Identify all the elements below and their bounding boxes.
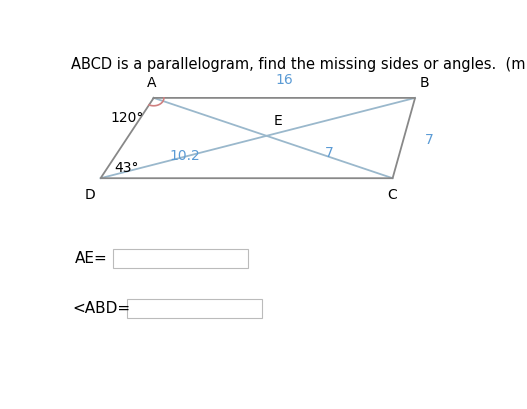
FancyBboxPatch shape <box>127 299 262 318</box>
Text: <ABD=: <ABD= <box>72 301 130 317</box>
Text: B: B <box>419 76 429 90</box>
Text: C: C <box>388 188 397 202</box>
Text: 7: 7 <box>325 146 334 160</box>
Text: ABCD is a parallelogram, find the missing sides or angles.  (m<A =120°): ABCD is a parallelogram, find the missin… <box>71 57 527 72</box>
Text: 16: 16 <box>276 73 293 87</box>
FancyBboxPatch shape <box>113 249 248 268</box>
Text: 7: 7 <box>425 133 434 147</box>
Text: AE=: AE= <box>75 251 108 266</box>
Text: 120°: 120° <box>110 111 143 126</box>
Text: D: D <box>84 188 95 202</box>
Text: E: E <box>274 115 282 128</box>
Text: 43°: 43° <box>114 161 139 175</box>
Text: A: A <box>147 76 157 90</box>
Text: 10.2: 10.2 <box>169 149 200 163</box>
